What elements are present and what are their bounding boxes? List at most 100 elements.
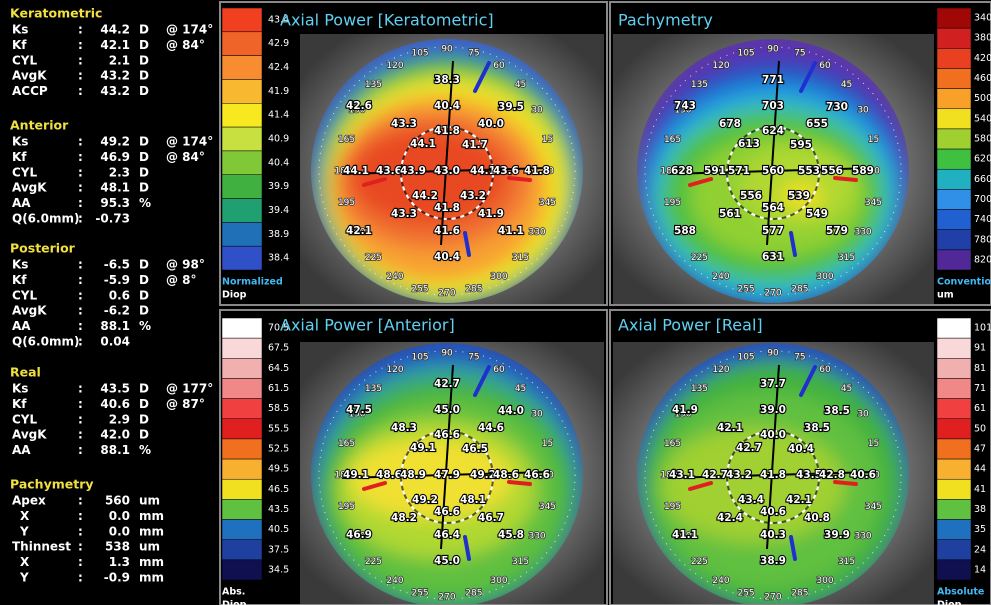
row-unit: D: [139, 69, 149, 83]
reading: 46.6: [434, 506, 460, 518]
row-label: Ks: [12, 23, 28, 37]
scale-block: [937, 149, 971, 169]
reading: 44.1: [343, 165, 369, 177]
row-unit: mm: [139, 509, 164, 523]
scale-label: 38: [974, 504, 986, 515]
map-title: Axial Power [Keratometric]: [280, 11, 494, 30]
reading: 38.3: [434, 74, 460, 86]
reading: 571: [728, 165, 750, 177]
angle-label: 195: [338, 198, 355, 208]
separator: :: [78, 53, 83, 67]
reading: 48.6: [376, 469, 402, 481]
angle-label: 345: [865, 502, 882, 512]
angle-label: 135: [691, 80, 708, 90]
scale-label: 40.9: [268, 134, 289, 145]
scale-label: 820: [974, 254, 991, 265]
reading: 579: [826, 225, 848, 237]
scale-block: [937, 8, 971, 28]
angle-label: 315: [512, 253, 529, 263]
scale-block: [222, 419, 262, 439]
scale-label: 50: [974, 423, 986, 434]
reading: 628: [671, 165, 693, 177]
reading: 624: [762, 125, 784, 137]
eye-image: 0153045607590105120135150165180195210225…: [613, 335, 934, 605]
angle-label: 330: [854, 228, 871, 238]
reading: 45.8: [498, 529, 524, 541]
reading: 41.8: [760, 469, 786, 481]
scale-block: [937, 338, 971, 358]
row-label: X: [20, 555, 30, 569]
angle-label: 30: [857, 106, 869, 116]
row-value: 0.0: [109, 509, 130, 523]
reading: 43.6: [493, 165, 519, 177]
row-value: -5.9: [104, 273, 130, 287]
scale-block: [222, 246, 262, 270]
scale-label: 46.5: [268, 484, 289, 495]
reading: 39.9: [824, 529, 850, 541]
angle-label: 30: [857, 410, 869, 420]
row-unit: D: [139, 273, 149, 287]
reading: 46.6: [434, 429, 460, 441]
scale-label: 61: [974, 403, 986, 414]
row-axis: @ 8°: [166, 273, 197, 287]
row-unit: D: [139, 412, 149, 426]
scale-block: [937, 68, 971, 88]
angle-label: 195: [664, 502, 681, 512]
angle-label: 45: [841, 80, 852, 90]
scale-label: 39.9: [268, 181, 289, 192]
angle-label: 45: [515, 80, 526, 90]
angle-label: 225: [691, 557, 708, 567]
section-title: Anterior: [10, 118, 69, 133]
row-unit: D: [139, 288, 149, 302]
scale-caption: Absolute: [937, 587, 984, 598]
separator: :: [78, 509, 83, 523]
reading: 43.3: [391, 118, 417, 130]
reading: 631: [762, 251, 784, 263]
separator: :: [78, 335, 83, 349]
reading: 46.4: [434, 529, 460, 541]
reading: 49.2: [412, 494, 438, 506]
angle-label: 330: [854, 532, 871, 542]
scale-label: 40.4: [268, 157, 289, 168]
map-panel: 0153045607590105120135150165180195210225…: [610, 2, 991, 311]
angle-label: 30: [531, 410, 543, 420]
scale-label: 41: [974, 484, 986, 495]
reading: 613: [738, 138, 760, 150]
scale-caption: Normalized: [222, 277, 283, 288]
scale-label: 71: [974, 383, 986, 394]
map-title: Pachymetry: [618, 11, 713, 30]
reading: 595: [790, 139, 812, 151]
scale-block: [222, 151, 262, 175]
row-axis: @ 177°: [166, 382, 213, 396]
row-label: Kf: [12, 38, 27, 52]
row-label: Y: [19, 571, 29, 585]
row-value: 2.9: [109, 412, 130, 426]
row-unit: D: [139, 38, 149, 52]
separator: :: [78, 494, 83, 508]
angle-label: 345: [539, 198, 556, 208]
reading: 41.8: [434, 125, 460, 137]
scale-block: [222, 378, 262, 398]
reading: 41.1: [498, 225, 524, 237]
angle-label: 45: [841, 384, 852, 394]
row-label: Q(6.0mm): [12, 335, 79, 349]
reading: 43.4: [738, 494, 764, 506]
angle-label: 60: [819, 61, 831, 71]
angle-label: 300: [816, 272, 833, 282]
scale-label: 43.5: [268, 504, 289, 515]
scale-label: 91: [974, 343, 986, 354]
reading: 42.1: [717, 422, 743, 434]
reading: 655: [806, 118, 828, 130]
angle-label: 240: [386, 576, 403, 586]
row-value: 46.9: [100, 150, 130, 164]
row-unit: mm: [139, 571, 164, 585]
scale-block: [937, 230, 971, 250]
scale-block: [222, 479, 262, 499]
angle-label: 255: [411, 588, 428, 598]
map-panel: 0153045607590105120135150165180195210225…: [220, 310, 607, 605]
row-unit: D: [139, 382, 149, 396]
row-value: 0.0: [109, 524, 130, 538]
row-axis: @ 98°: [166, 258, 205, 272]
scale-caption: Diop: [937, 600, 962, 605]
scale-label: 41.9: [268, 86, 289, 97]
